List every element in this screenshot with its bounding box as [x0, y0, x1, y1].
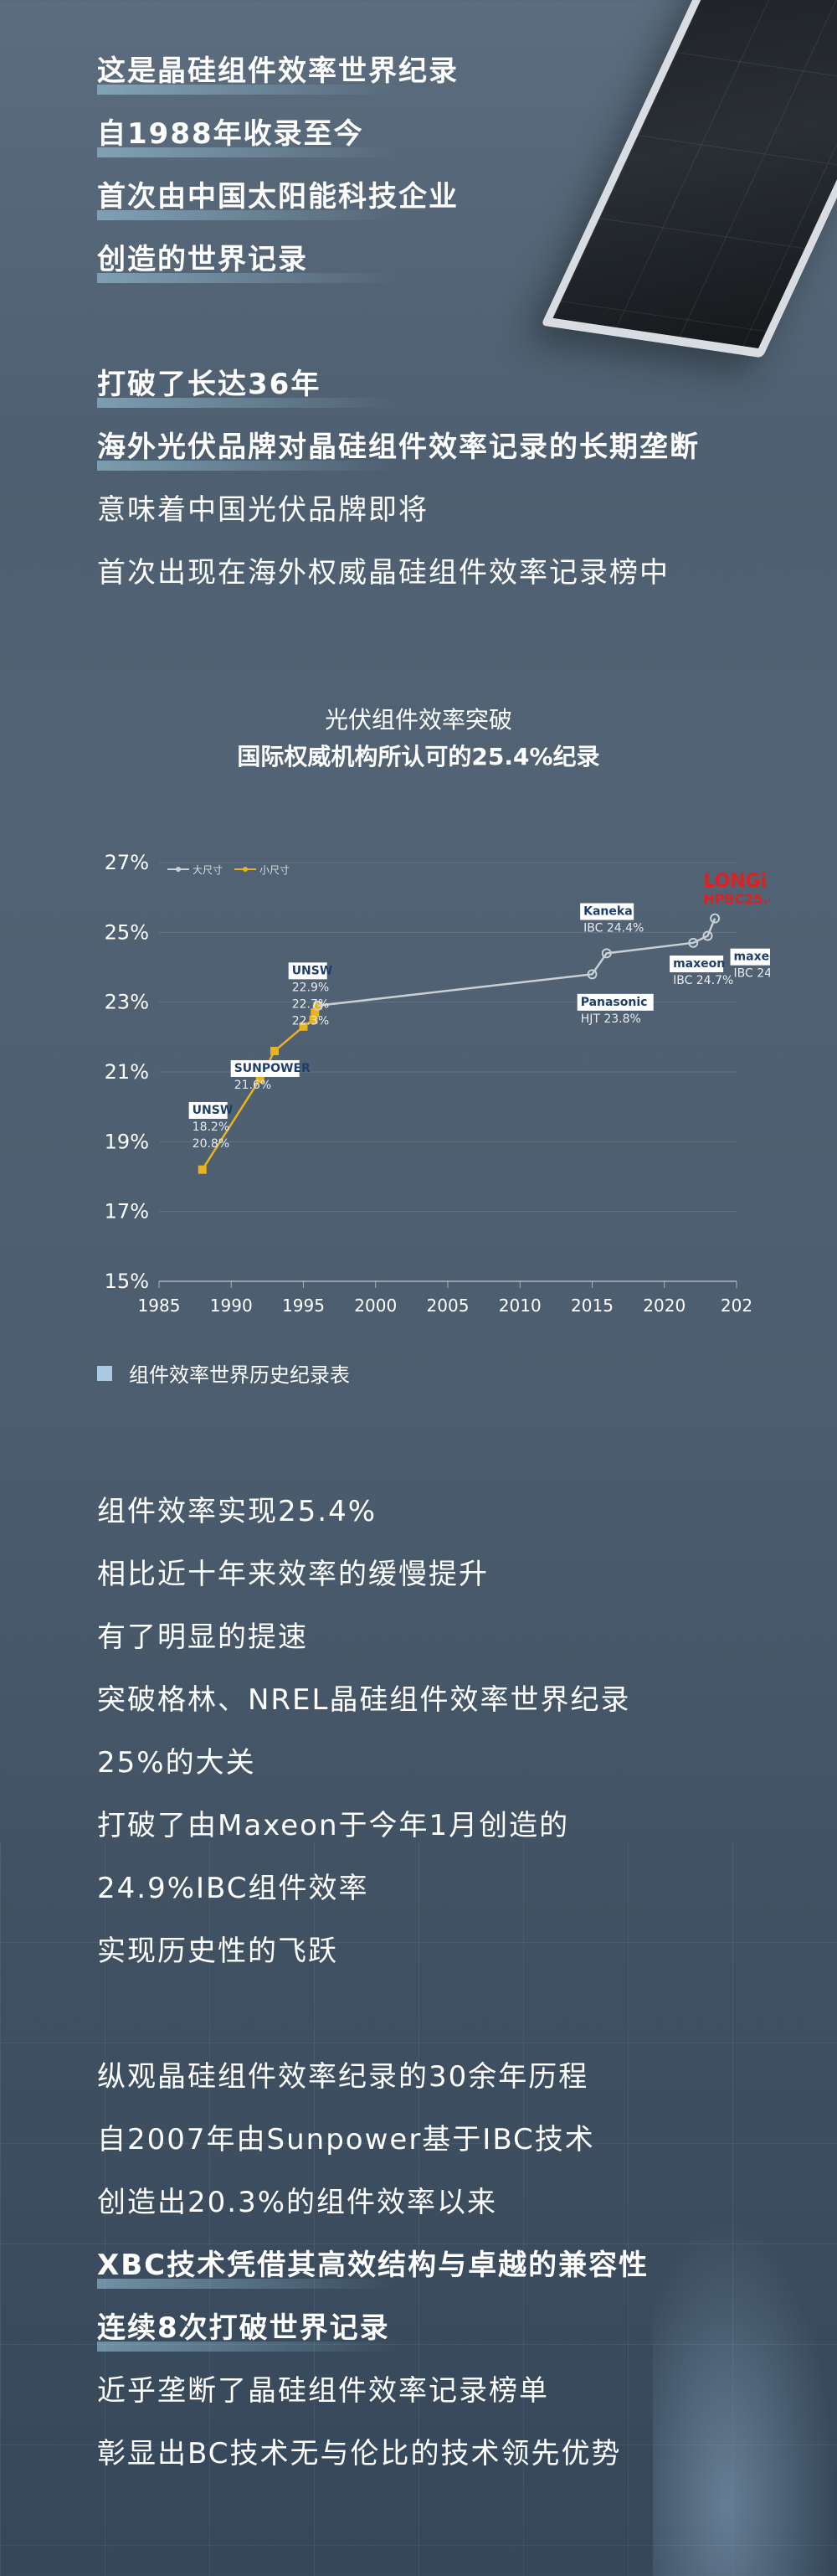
brand-logo-box	[730, 948, 770, 966]
data-point	[313, 1001, 322, 1010]
efficiency-line: 25%的大关	[97, 1746, 256, 1780]
intro-line: 自1988年收录至今	[97, 103, 459, 166]
data-point	[299, 1022, 308, 1031]
y-tick-label: 15%	[105, 1270, 149, 1293]
data-point	[688, 937, 699, 948]
annotation-label: 20.8%	[193, 1137, 229, 1151]
efficiency-line: 24.9%IBC组件效率	[97, 1872, 369, 1905]
legend-marker	[176, 867, 181, 872]
brand-logo-box	[230, 1060, 300, 1077]
y-tick-label: 19%	[105, 1130, 149, 1153]
annotation-label: HJT 23.8%	[581, 1012, 641, 1026]
history-line: 近乎垄断了晶硅组件效率记录榜单	[97, 2374, 549, 2408]
brand-logo-box	[188, 1102, 228, 1119]
x-tick-label: 2005	[427, 1296, 470, 1316]
annotation-label: maxeon	[673, 957, 725, 971]
data-point	[312, 1000, 323, 1011]
x-tick-label: 202	[721, 1296, 752, 1316]
efficiency-line: 组件效率实现25.4%	[97, 1495, 377, 1528]
break-record-text-block: 打破了长达36年 海外光伏品牌对晶硅组件效率记录的长期垄断 意味着中国光伏品牌即…	[97, 353, 700, 605]
caption-square-icon	[97, 1365, 112, 1381]
break-line: 首次出现在海外权威晶硅组件效率记录榜中	[97, 556, 670, 590]
chart-header-line2: 国际权威机构所认可的25.4%纪录	[237, 743, 600, 770]
data-point	[255, 1074, 264, 1084]
annotation-label: 18.2%	[193, 1121, 229, 1134]
brand-logo-box	[670, 956, 724, 972]
data-point	[710, 913, 721, 924]
history-line: 连续8次打破世界记录	[97, 2297, 649, 2360]
annotation-label: 22.3%	[292, 1014, 329, 1028]
decorative-grid	[0, 1842, 837, 2576]
history-line: 彰显出BC技术无与伦比的技术领先优势	[97, 2437, 622, 2470]
annotation-label: UNSW	[193, 1104, 234, 1117]
x-tick-label: 1990	[210, 1296, 253, 1316]
annotation-label: 21.6%	[234, 1079, 271, 1092]
brand-logo-box	[577, 993, 654, 1011]
annotation-label: maxeon	[734, 951, 770, 964]
annotation-label: UNSW	[292, 964, 333, 977]
annotation-label: Panasonic	[581, 996, 648, 1009]
chart-caption: 组件效率世界历史纪录表	[97, 1358, 350, 1388]
annotation-label: IBC 24.7%	[673, 974, 733, 987]
efficiency-line: 相比近十年来效率的缓慢提升	[97, 1558, 489, 1591]
data-point	[309, 1015, 318, 1024]
break-line: 意味着中国光伏品牌即将	[97, 493, 429, 527]
annotation-label: IBC 24.9%	[734, 967, 770, 981]
intro-line: 这是晶硅组件效率世界纪录	[97, 40, 459, 103]
efficiency-line: 打破了由Maxeon于今年1月创造的	[97, 1809, 570, 1842]
x-tick-label: 1985	[138, 1296, 181, 1316]
x-tick-label: 2015	[571, 1296, 614, 1316]
brand-logo-box	[580, 903, 634, 920]
solar-panel-image	[541, 0, 837, 358]
efficiency-line: 实现历史性的飞跃	[97, 1935, 338, 1968]
brand-logo-box	[288, 962, 327, 980]
legend-label: 大尺寸	[193, 864, 223, 876]
x-tick-label: 2020	[643, 1296, 686, 1316]
series-line	[317, 918, 716, 1007]
efficiency-chart: 15% 17% 19% 21% 23% 25% 27% 1985 1990 1995 2000 200…	[105, 851, 770, 1316]
intro-text-block: 这是晶硅组件效率世界纪录 自1988年收录至今 首次由中国太阳能科技企业 创造的…	[97, 40, 459, 291]
history-text-block: 纵观晶硅组件效率纪录的30余年历程 自2007年由Sunpower基于IBC技术…	[97, 2046, 649, 2486]
data-point	[702, 930, 713, 941]
data-point	[587, 969, 598, 980]
y-tick-label: 27%	[105, 851, 149, 874]
history-line: XBC技术凭借其高效结构与卓越的兼容性	[97, 2234, 649, 2297]
data-point	[601, 948, 612, 959]
history-line: 创造出20.3%的组件效率以来	[97, 2186, 498, 2219]
y-tick-label: 25%	[105, 920, 149, 944]
y-tick-label: 17%	[105, 1200, 149, 1224]
data-point	[198, 1165, 207, 1174]
data-point	[311, 1008, 320, 1018]
history-line: 自2007年由Sunpower基于IBC技术	[97, 2123, 595, 2156]
y-tick-label: 23%	[105, 991, 149, 1014]
x-tick-label: 1995	[282, 1296, 325, 1316]
annotation-label: HPBC25.4%	[703, 891, 770, 907]
annotation-label: 22.7%	[292, 997, 329, 1011]
annotation-label: LONGi	[703, 871, 767, 892]
chart-header: 光伏组件效率突破 国际权威机构所认可的25.4%纪录	[0, 702, 837, 775]
history-line: 纵观晶硅组件效率纪录的30余年历程	[97, 2060, 589, 2094]
annotation-label: IBC 24.4%	[583, 922, 644, 935]
legend-label: 小尺寸	[259, 864, 290, 876]
x-tick-label: 2010	[499, 1296, 542, 1316]
y-tick-label: 21%	[105, 1060, 149, 1084]
legend-marker	[243, 867, 248, 872]
efficiency-line: 有了明显的提速	[97, 1620, 308, 1654]
efficiency-line: 突破格林、NREL晶硅组件效率世界纪录	[97, 1683, 631, 1717]
decorative-glow	[653, 2219, 837, 2576]
break-line: 打破了长达36年	[97, 353, 700, 416]
break-line: 海外光伏品牌对晶硅组件效率记录的长期垄断	[97, 416, 700, 479]
intro-line: 首次由中国太阳能科技企业	[97, 166, 459, 229]
annotation-label: Kaneka	[583, 905, 633, 919]
data-point	[270, 1047, 279, 1055]
chart-header-line1: 光伏组件效率突破	[324, 706, 512, 734]
annotation-label: 22.9%	[292, 981, 329, 994]
intro-line: 创造的世界记录	[97, 229, 459, 291]
caption-text: 组件效率世界历史纪录表	[129, 1363, 350, 1387]
efficiency-text-block: 组件效率实现25.4% 相比近十年来效率的缓慢提升 有了明显的提速 突破格林、N…	[97, 1481, 630, 1983]
x-tick-label: 2000	[354, 1296, 397, 1316]
annotation-label: SUNPOWER	[234, 1062, 311, 1075]
